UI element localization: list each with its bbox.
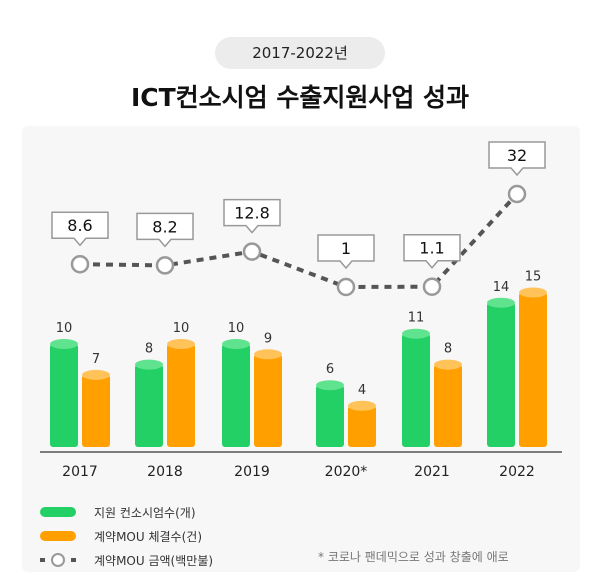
dashed-circle-icon bbox=[40, 553, 76, 567]
line-point-label: 32 bbox=[507, 146, 527, 165]
line-point bbox=[70, 254, 90, 274]
bar-mou-count-label: 10 bbox=[173, 321, 190, 336]
line-mou-amount bbox=[79, 192, 519, 290]
orange-swatch-icon bbox=[40, 531, 76, 541]
x-tick-label: 2022 bbox=[499, 464, 535, 480]
bar-consortium bbox=[222, 344, 250, 447]
bar-consortium-cap bbox=[402, 328, 430, 339]
bar-mou-count-label: 7 bbox=[92, 352, 100, 367]
bar-consortium-label: 10 bbox=[228, 321, 245, 336]
value-callout bbox=[488, 141, 546, 177]
legend-label: 지원 컨소시엄수(개) bbox=[94, 505, 196, 520]
bar-consortium bbox=[135, 364, 163, 447]
bar-mou-count bbox=[167, 344, 195, 447]
green-swatch-icon bbox=[40, 507, 76, 517]
bar-mou-count-cap bbox=[167, 339, 195, 349]
line-point bbox=[155, 256, 175, 275]
bar-consortium-cap bbox=[50, 339, 78, 349]
bar-mou-count bbox=[519, 292, 547, 447]
period-badge: 2017-2022년 bbox=[215, 37, 385, 69]
legend-item-consortium: 지원 컨소시엄수(개) bbox=[40, 500, 213, 524]
value-callout bbox=[317, 234, 375, 270]
bar-mou-count-cap bbox=[434, 359, 462, 370]
bar-consortium-label: 11 bbox=[408, 311, 425, 326]
line-point-label: 1 bbox=[341, 239, 351, 258]
bar-mou-count bbox=[254, 354, 282, 447]
bar-mou-count bbox=[434, 364, 462, 447]
line-point-label: 12.8 bbox=[234, 204, 270, 223]
line-point-label: 1.1 bbox=[419, 239, 444, 258]
value-callout bbox=[51, 211, 109, 247]
footnote: * 코로나 팬데믹으로 성과 창출에 애로 bbox=[318, 550, 509, 564]
bar-consortium-cap bbox=[135, 359, 163, 370]
line-point bbox=[422, 277, 442, 296]
bar-mou-count-cap bbox=[519, 287, 547, 298]
bar-consortium-cap bbox=[316, 380, 344, 391]
legend-label: 계약MOU 금액(백만불) bbox=[94, 553, 214, 568]
x-tick-label: 2018 bbox=[147, 464, 183, 480]
bar-mou-count-label: 15 bbox=[525, 270, 542, 285]
bar-mou-count bbox=[82, 374, 110, 447]
x-tick-label: 2021 bbox=[414, 464, 450, 480]
bar-consortium-cap bbox=[487, 297, 515, 308]
line-point bbox=[336, 277, 356, 297]
bar-consortium-label: 10 bbox=[56, 321, 73, 336]
bar-consortium bbox=[50, 344, 78, 447]
bar-consortium-label: 14 bbox=[493, 280, 510, 295]
bar-mou-count-label: 4 bbox=[358, 383, 366, 398]
bar-mou-count-cap bbox=[254, 349, 282, 360]
line-point bbox=[507, 184, 527, 204]
value-callout bbox=[403, 233, 461, 269]
bar-mou-count-label: 9 bbox=[264, 331, 272, 346]
line-point bbox=[242, 242, 262, 261]
x-tick-label: 2020* bbox=[325, 464, 368, 480]
legend-item-mou-amount: 계약MOU 금액(백만불) bbox=[40, 548, 213, 572]
bar-consortium-label: 6 bbox=[326, 362, 334, 377]
chart-title: ICT컨소시엄 수출지원사업 성과 bbox=[130, 83, 470, 112]
legend-label: 계약MOU 체결수(건) bbox=[94, 529, 203, 544]
value-callout bbox=[136, 212, 194, 248]
x-tick-label: 2017 bbox=[62, 464, 98, 480]
x-tick-label: 2019 bbox=[234, 464, 270, 480]
value-callout bbox=[223, 198, 281, 234]
line-point-label: 8.2 bbox=[152, 217, 177, 236]
line-point-label: 8.6 bbox=[67, 216, 92, 235]
legend: 지원 컨소시엄수(개) 계약MOU 체결수(건) 계약MOU 금액(백만불) bbox=[40, 500, 213, 572]
bar-consortium-cap bbox=[222, 339, 250, 349]
bar-mou-count-cap bbox=[82, 369, 110, 380]
bar-consortium-label: 8 bbox=[145, 342, 153, 357]
bar-mou-count-cap bbox=[348, 400, 376, 411]
legend-item-mou-count: 계약MOU 체결수(건) bbox=[40, 524, 213, 548]
bar-consortium bbox=[316, 385, 344, 447]
bar-consortium bbox=[402, 333, 430, 447]
bar-mou-count-label: 8 bbox=[444, 342, 452, 357]
bar-mou-count bbox=[348, 405, 376, 447]
bar-consortium bbox=[487, 302, 515, 447]
